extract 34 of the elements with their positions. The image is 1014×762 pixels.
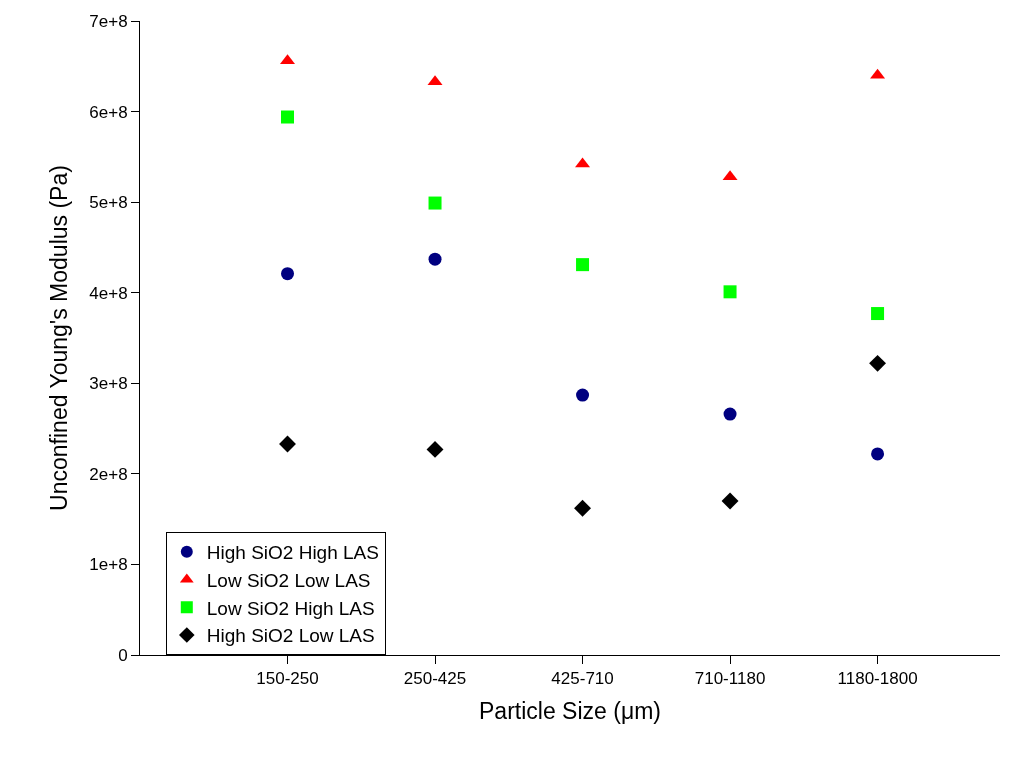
x-tick-label: 425-710	[551, 669, 614, 689]
point	[721, 492, 739, 510]
point	[723, 407, 737, 421]
point	[871, 307, 885, 321]
point	[574, 499, 591, 517]
x-tick-label: 1180-1800	[837, 669, 918, 689]
point	[869, 354, 887, 372]
point	[428, 252, 442, 266]
legend-label: Low SiO2 Low LAS	[206, 569, 371, 591]
point	[426, 440, 444, 458]
y-tick-label: 3e+8	[89, 374, 128, 394]
point	[723, 285, 737, 299]
y-axis-title: Unconfined Young's Modulus (Pa)	[45, 165, 72, 511]
point	[871, 447, 885, 461]
y-tick-label: 2e+8	[89, 464, 128, 484]
y-tick-label: 4e+8	[89, 283, 128, 303]
y-tick-label: 0	[118, 645, 128, 665]
x-axis-title: Particle Size (μm)	[479, 698, 661, 724]
point	[576, 388, 590, 402]
x-tick-label: 250-425	[403, 669, 467, 689]
y-tick-label: 1e+8	[89, 555, 128, 575]
point	[279, 435, 296, 453]
legend-label: High SiO2 High LAS	[206, 542, 379, 564]
legend-label: Low SiO2 High LAS	[206, 597, 375, 619]
y-tick-label: 7e+8	[89, 11, 128, 31]
point	[281, 110, 295, 124]
legend-label: High SiO2 Low LAS	[206, 625, 375, 647]
x-tick-label: 710-1180	[694, 669, 766, 689]
y-tick-label: 6e+8	[89, 102, 128, 122]
point	[576, 258, 590, 272]
point	[428, 196, 442, 210]
point	[281, 267, 295, 281]
y-tick-label: 5e+8	[89, 193, 128, 213]
x-tick-label: 150-250	[256, 669, 319, 689]
